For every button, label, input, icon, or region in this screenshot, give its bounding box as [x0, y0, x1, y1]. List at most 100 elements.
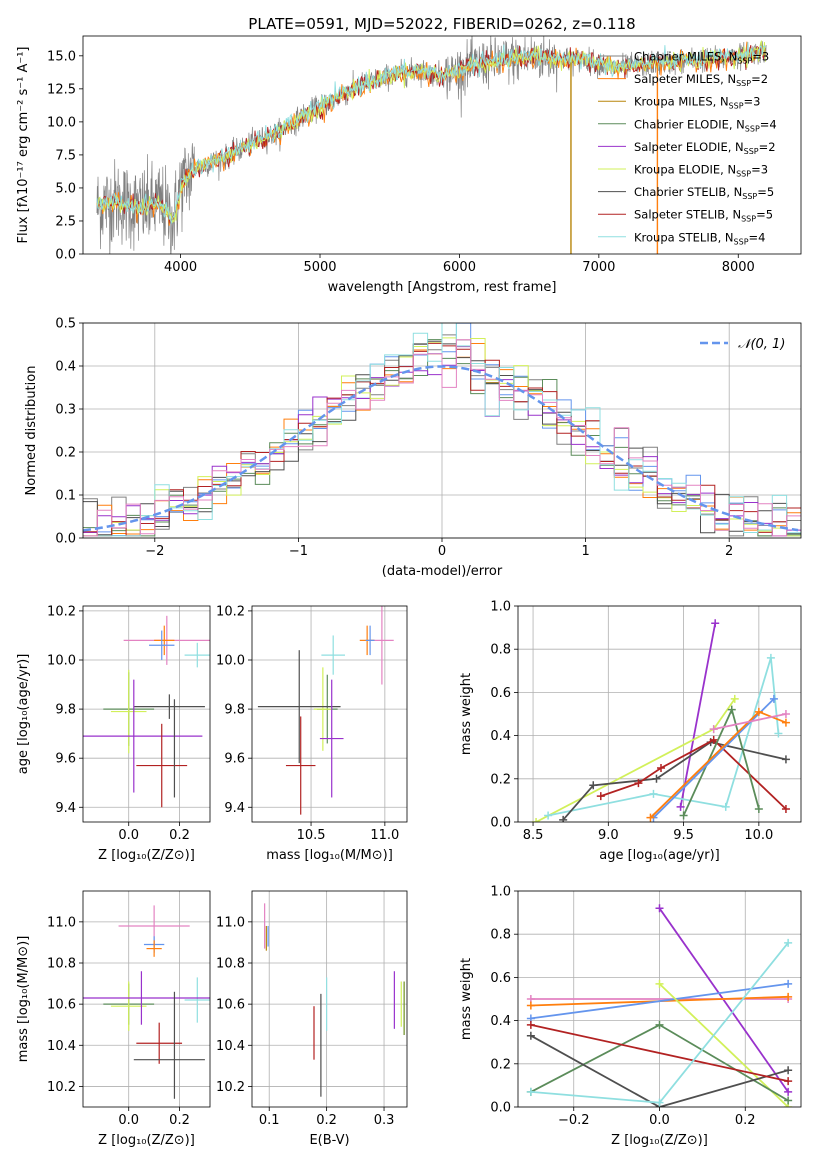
- y-tick-label: 10.2: [47, 1080, 76, 1095]
- legend-sub: SSP: [734, 237, 749, 246]
- y-tick-label: 0.8: [490, 643, 511, 658]
- series-marker: [781, 718, 790, 727]
- age-vs-mass-plot-area: [257, 606, 394, 815]
- y-tick-label: 9.8: [224, 703, 245, 718]
- x-tick-label: 0.2: [169, 1113, 190, 1128]
- legend-label: Kroupa ELODIE, N: [634, 163, 736, 177]
- massweight-vs-age-axes: [514, 605, 802, 826]
- series-marker: [774, 729, 783, 738]
- y-tick-label: 10.8: [216, 957, 245, 972]
- series-marker: [655, 904, 664, 913]
- y-tick-label: 0.0: [490, 1101, 511, 1116]
- hist-series-pink: [83, 339, 801, 537]
- y-tick-label: 0.0: [55, 532, 76, 547]
- model-spectrum-cyan: [96, 41, 766, 224]
- errorbar-point: [83, 971, 210, 1025]
- mass-vs-EBV-plot-area: [264, 903, 405, 1097]
- errorbar-point: [110, 981, 147, 1031]
- x-tick-label: 0.2: [735, 1113, 756, 1128]
- x-tick-label: 0.0: [118, 828, 139, 843]
- series-marker: [649, 789, 658, 798]
- series-marker: [754, 707, 763, 716]
- y-tick-label: 0.1: [55, 489, 76, 504]
- x-axis-label: (data-model)/error: [382, 564, 503, 579]
- x-axis-label: age [log₁₀(age/yr)]: [599, 848, 720, 863]
- legend-entry: Kroupa MILES, NSSP=3: [634, 95, 760, 111]
- y-tick-label: 5.0: [55, 181, 76, 196]
- x-tick-label: 0.3: [374, 1113, 395, 1128]
- legend-label: Salpeter STELIB, N: [634, 208, 741, 222]
- series-line-dark: [562, 741, 787, 821]
- legend-sub: SSP: [742, 192, 757, 201]
- x-tick-label: 0: [438, 544, 446, 559]
- massweight-vs-Z-frame: [517, 890, 802, 1108]
- x-tick-label: 2: [725, 544, 733, 559]
- series-line-red: [530, 1024, 789, 1082]
- legend-entry: Chabrier ELODIE, NSSP=4: [634, 117, 777, 133]
- series-marker: [526, 1020, 535, 1029]
- series-line-blue: [530, 983, 789, 1020]
- x-tick-label: 9.0: [598, 828, 619, 843]
- x-axis-label: Z [log₁₀(Z/Z⊙)]: [611, 1133, 708, 1148]
- y-tick-label: 2.5: [55, 214, 76, 229]
- errorbar-point: [321, 635, 345, 675]
- y-tick-label: 9.6: [224, 752, 245, 767]
- legend-entry: Chabrier STELIB, NSSP=5: [634, 185, 774, 201]
- y-tick-label: 0.8: [490, 928, 511, 943]
- massweight-vs-age-plot-area: [532, 619, 790, 822]
- legend-label: Chabrier STELIB, N: [634, 185, 742, 199]
- mass-vs-Z-frame: [82, 890, 211, 1108]
- series-marker: [589, 781, 598, 790]
- errorbar-point: [136, 723, 188, 808]
- x-tick-label: 0.0: [649, 1113, 670, 1128]
- y-tick-label: 10.4: [47, 1039, 76, 1054]
- mass-vs-EBV-frame: [251, 890, 408, 1108]
- y-axis-label: mass weight: [459, 958, 474, 1040]
- age-vs-Z-plot-area: [83, 615, 210, 808]
- errorbar-point: [285, 716, 316, 815]
- y-tick-label: 9.8: [55, 703, 76, 718]
- age-vs-mass-axes: [248, 605, 408, 826]
- x-tick-label: 1: [581, 544, 589, 559]
- y-axis-label: Flux [fλ10⁻¹⁷ erg cm⁻² s⁻¹ A⁻¹]: [16, 47, 31, 244]
- series-line-pink: [713, 713, 787, 730]
- series-line-purple: [679, 623, 717, 808]
- x-axis-label: mass [log₁₀(M/M⊙)]: [266, 848, 393, 863]
- series-marker: [526, 1001, 535, 1010]
- series-marker: [727, 705, 736, 714]
- y-tick-label: 10.2: [216, 604, 245, 619]
- legend-tail: =4: [749, 230, 766, 244]
- series-marker: [655, 979, 664, 988]
- chart-title: PLATE=0591, MJD=52022, FIBERID=0262, z=0…: [248, 15, 635, 33]
- y-axis-label: mass [log₁₀(M/M⊙)]: [16, 936, 31, 1063]
- y-tick-label: 0.6: [490, 971, 511, 986]
- y-tick-label: 10.6: [216, 998, 245, 1013]
- series-marker: [781, 755, 790, 764]
- legend-entry: Salpeter MILES, NSSP=2: [634, 72, 768, 88]
- series-marker: [784, 938, 793, 947]
- series-marker: [721, 802, 730, 811]
- x-tick-label: 6000: [443, 260, 476, 275]
- legend-sub: SSP: [741, 215, 756, 224]
- x-tick-label: 5000: [303, 260, 336, 275]
- series-line-cyan: [547, 657, 780, 817]
- series-marker: [781, 710, 790, 718]
- y-tick-label: 9.6: [55, 752, 76, 767]
- series-line-dark: [530, 1034, 789, 1107]
- x-tick-label: −2: [145, 544, 164, 559]
- legend-sub: SSP: [736, 170, 751, 179]
- series-line-purple: [658, 907, 789, 1093]
- y-tick-label: 15.0: [47, 49, 76, 64]
- series-marker: [655, 1098, 664, 1107]
- x-tick-label: 8000: [722, 260, 755, 275]
- spectrum-plot-area: [96, 36, 767, 254]
- y-tick-label: 0.3: [55, 403, 76, 418]
- errorbar-point: [136, 1022, 183, 1064]
- series-line-blue: [652, 698, 775, 819]
- massweight-vs-Z-plot-area: [526, 904, 793, 1107]
- y-tick-label: 0.4: [490, 1014, 511, 1029]
- errorbar-point: [133, 694, 205, 719]
- x-tick-label: 11.0: [370, 828, 399, 843]
